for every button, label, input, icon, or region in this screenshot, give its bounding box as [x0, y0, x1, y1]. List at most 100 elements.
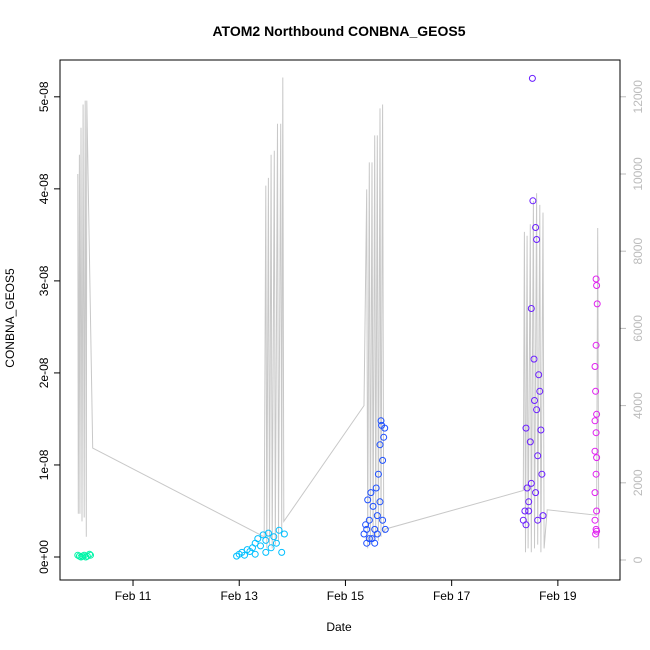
y2-tick-label: 6000 — [631, 315, 645, 342]
data-point — [363, 525, 371, 533]
data-point — [592, 470, 600, 478]
data-point — [373, 530, 381, 538]
data-point — [593, 300, 601, 308]
data-point — [262, 548, 270, 556]
y-tick-label: 2e-08 — [37, 357, 51, 388]
data-point — [528, 74, 536, 82]
y2-tick-label: 8000 — [631, 238, 645, 265]
data-point — [526, 438, 534, 446]
data-point — [254, 535, 262, 543]
data-point — [532, 489, 540, 497]
x-tick-label: Feb 19 — [539, 589, 577, 603]
data-point — [538, 470, 546, 478]
data-point — [373, 512, 381, 520]
data-point — [591, 417, 599, 425]
series-4 — [591, 275, 601, 538]
data-point — [270, 533, 278, 541]
data-point — [531, 397, 538, 404]
y2-tick-label: 0 — [631, 556, 645, 563]
data-point — [380, 433, 388, 441]
x-axis-label: Date — [326, 620, 352, 634]
series-1 — [233, 526, 288, 560]
data-point — [525, 498, 533, 506]
data-point — [241, 551, 248, 559]
data-point — [523, 484, 531, 492]
y-tick-label: 3e-08 — [37, 265, 51, 296]
data-point — [379, 456, 387, 464]
data-point — [272, 539, 280, 547]
data-point — [530, 355, 538, 363]
data-point — [257, 542, 264, 550]
data-point — [592, 275, 600, 283]
data-point — [593, 454, 601, 462]
data-point — [280, 530, 288, 538]
data-point — [374, 470, 382, 478]
y-tick-label: 0e+00 — [37, 540, 51, 574]
series-0 — [74, 550, 94, 561]
data-point — [278, 548, 286, 556]
data-point — [591, 363, 599, 370]
data-point — [533, 406, 541, 414]
data-point — [592, 429, 600, 437]
data-point — [593, 507, 601, 515]
data-point — [593, 410, 601, 418]
data-point — [593, 527, 601, 535]
data-point — [365, 516, 373, 524]
data-point — [262, 536, 270, 544]
data-point — [532, 224, 540, 231]
data-point — [593, 282, 601, 289]
data-point — [381, 525, 389, 533]
data-point — [275, 526, 283, 534]
data-point — [86, 550, 93, 558]
y2-tick-label: 12000 — [631, 80, 645, 114]
data-point — [264, 529, 272, 537]
plot-frame — [59, 59, 621, 581]
x-tick-label: Feb 15 — [327, 589, 365, 603]
data-point — [591, 489, 599, 497]
chart-title: ATOM2 Northbound CONBNA_GEOS5 — [212, 23, 465, 39]
data-point — [369, 502, 377, 510]
data-point — [251, 550, 259, 558]
data-point — [537, 426, 545, 434]
data-point — [372, 484, 380, 492]
data-point — [364, 496, 372, 504]
y2-tick-label: 2000 — [631, 469, 645, 496]
data-point — [367, 489, 375, 497]
data-point — [527, 479, 535, 487]
y-tick-label: 4e-08 — [37, 173, 51, 204]
y-axis-label: CONBNA_GEOS5 — [3, 268, 17, 368]
data-point — [521, 507, 529, 515]
y2-tick-label: 4000 — [631, 392, 645, 419]
data-point — [377, 417, 385, 425]
y-tick-label: 5e-08 — [37, 81, 51, 112]
data-point — [533, 236, 541, 243]
series-2 — [360, 417, 389, 547]
data-point — [365, 535, 373, 543]
series-3 — [519, 74, 547, 529]
data-point — [591, 447, 599, 455]
data-point — [535, 371, 543, 379]
data-point — [362, 521, 370, 529]
altitude-line — [77, 77, 600, 553]
y2-tick-label: 10000 — [631, 157, 645, 191]
axes-layer: Feb 11 Feb 13 Feb 15 Feb 17 Feb 19 0e+00 1e-08… — [37, 80, 645, 603]
data-point — [592, 387, 600, 395]
data-point — [539, 512, 547, 520]
data-point — [529, 197, 537, 205]
data-point — [522, 521, 530, 529]
data-point — [376, 441, 384, 449]
data-point — [83, 552, 91, 560]
data-point — [376, 498, 384, 506]
data-point — [527, 305, 535, 312]
data-point — [381, 424, 389, 432]
data-point — [536, 387, 544, 395]
y-tick-label: 1e-08 — [37, 449, 51, 480]
data-point — [267, 544, 275, 552]
data-point — [525, 507, 533, 515]
altitude-line-layer — [77, 77, 600, 553]
data-point — [534, 452, 542, 460]
data-point — [379, 516, 387, 524]
x-tick-label: Feb 13 — [221, 589, 259, 603]
data-point — [591, 516, 599, 524]
